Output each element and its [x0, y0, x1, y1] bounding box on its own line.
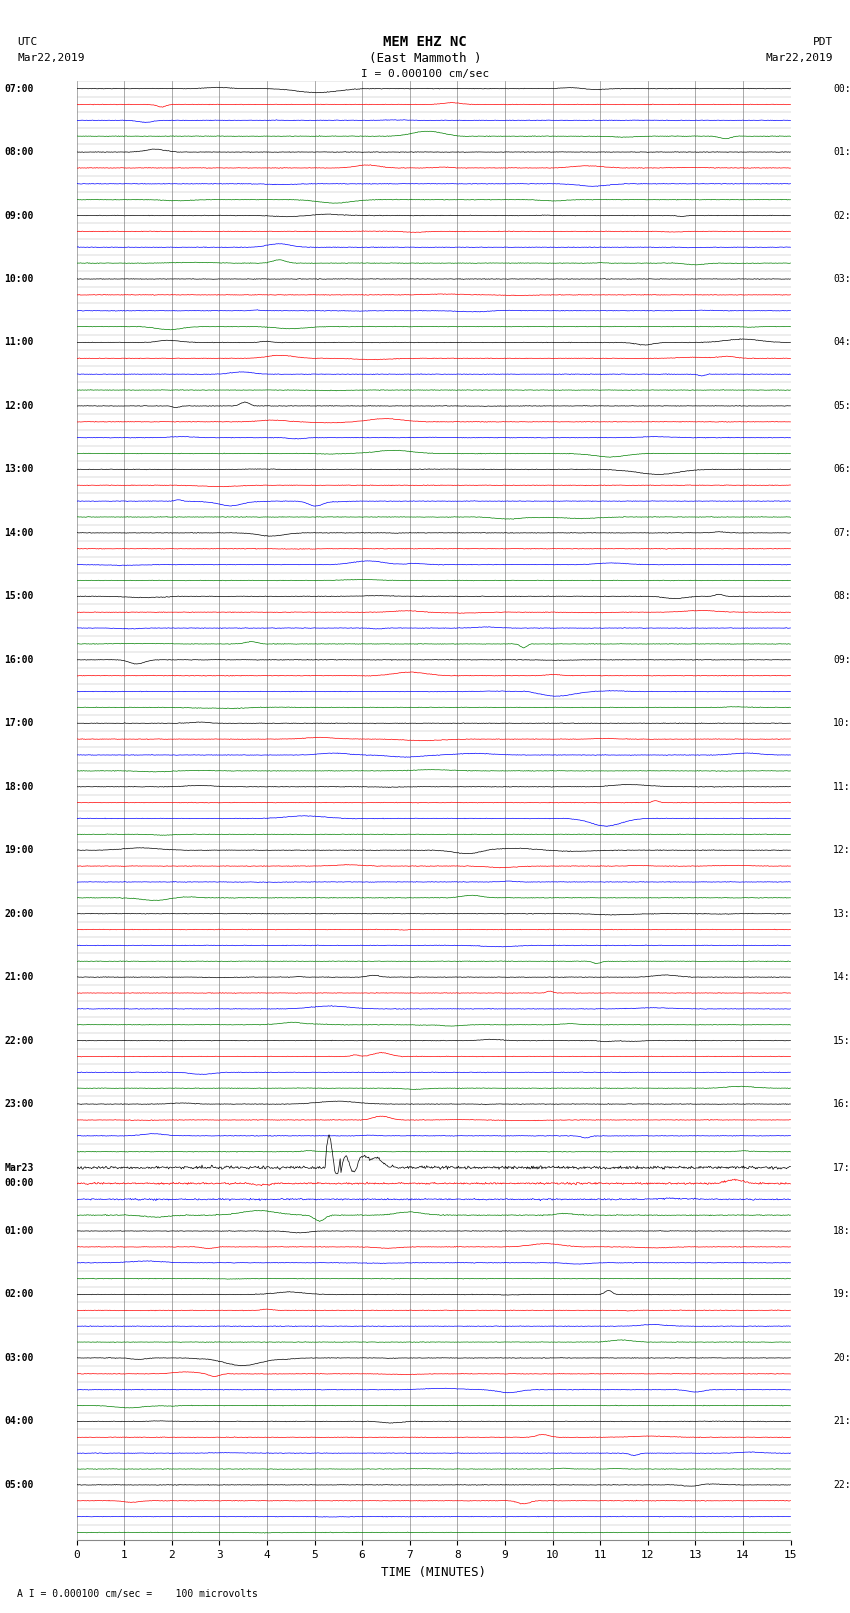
- Text: 00:00: 00:00: [4, 1179, 34, 1189]
- Text: 22:00: 22:00: [4, 1036, 34, 1045]
- Text: 23:00: 23:00: [4, 1098, 34, 1110]
- Text: 11:15: 11:15: [833, 782, 850, 792]
- Text: PDT: PDT: [813, 37, 833, 47]
- Text: 03:00: 03:00: [4, 1353, 34, 1363]
- Text: 17:00: 17:00: [4, 718, 34, 727]
- Text: 07:00: 07:00: [4, 84, 34, 94]
- Text: 08:00: 08:00: [4, 147, 34, 156]
- Text: 20:00: 20:00: [4, 908, 34, 919]
- Text: 01:00: 01:00: [4, 1226, 34, 1236]
- Text: UTC: UTC: [17, 37, 37, 47]
- Text: 02:00: 02:00: [4, 1289, 34, 1300]
- Text: 02:15: 02:15: [833, 211, 850, 221]
- Text: 13:00: 13:00: [4, 465, 34, 474]
- Text: 21:15: 21:15: [833, 1416, 850, 1426]
- Text: 17:15: 17:15: [833, 1163, 850, 1173]
- Text: 04:15: 04:15: [833, 337, 850, 347]
- Text: 10:00: 10:00: [4, 274, 34, 284]
- Text: 03:15: 03:15: [833, 274, 850, 284]
- Text: 08:15: 08:15: [833, 592, 850, 602]
- Text: 19:15: 19:15: [833, 1289, 850, 1300]
- Text: Mar22,2019: Mar22,2019: [766, 53, 833, 63]
- Text: 00:15: 00:15: [833, 84, 850, 94]
- Text: (East Mammoth ): (East Mammoth ): [369, 52, 481, 65]
- X-axis label: TIME (MINUTES): TIME (MINUTES): [381, 1566, 486, 1579]
- Text: 15:00: 15:00: [4, 592, 34, 602]
- Text: 07:15: 07:15: [833, 527, 850, 537]
- Text: 04:00: 04:00: [4, 1416, 34, 1426]
- Text: Mar23: Mar23: [4, 1163, 34, 1173]
- Text: 09:00: 09:00: [4, 211, 34, 221]
- Text: 16:00: 16:00: [4, 655, 34, 665]
- Text: MEM EHZ NC: MEM EHZ NC: [383, 35, 467, 48]
- Text: 14:15: 14:15: [833, 973, 850, 982]
- Text: 12:00: 12:00: [4, 402, 34, 411]
- Text: 18:15: 18:15: [833, 1226, 850, 1236]
- Text: A I = 0.000100 cm/sec =    100 microvolts: A I = 0.000100 cm/sec = 100 microvolts: [17, 1589, 258, 1598]
- Text: 15:15: 15:15: [833, 1036, 850, 1045]
- Text: 19:00: 19:00: [4, 845, 34, 855]
- Text: 06:15: 06:15: [833, 465, 850, 474]
- Text: 12:15: 12:15: [833, 845, 850, 855]
- Text: 11:00: 11:00: [4, 337, 34, 347]
- Text: 10:15: 10:15: [833, 718, 850, 727]
- Text: 14:00: 14:00: [4, 527, 34, 537]
- Text: 01:15: 01:15: [833, 147, 850, 156]
- Text: 16:15: 16:15: [833, 1098, 850, 1110]
- Text: Mar22,2019: Mar22,2019: [17, 53, 84, 63]
- Text: 13:15: 13:15: [833, 908, 850, 919]
- Text: 21:00: 21:00: [4, 973, 34, 982]
- Text: 05:15: 05:15: [833, 402, 850, 411]
- Text: 05:00: 05:00: [4, 1479, 34, 1490]
- Text: 20:15: 20:15: [833, 1353, 850, 1363]
- Text: I = 0.000100 cm/sec: I = 0.000100 cm/sec: [361, 69, 489, 79]
- Text: 09:15: 09:15: [833, 655, 850, 665]
- Text: 22:15: 22:15: [833, 1479, 850, 1490]
- Text: 18:00: 18:00: [4, 782, 34, 792]
